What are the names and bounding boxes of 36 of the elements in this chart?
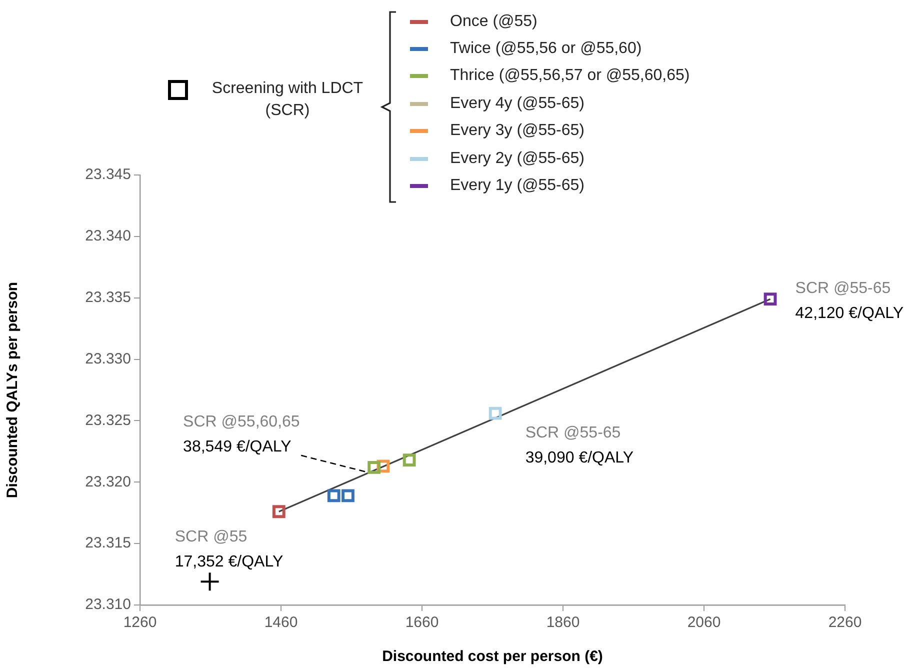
- point: [488, 406, 502, 420]
- point: [402, 454, 416, 466]
- x-tick-label: 1860: [546, 614, 580, 632]
- legend-title: Screening with LDCT (SCR): [210, 79, 364, 121]
- y-tick-label: 23.335: [85, 289, 131, 306]
- point: [327, 489, 340, 502]
- y-tick-label: 23.315: [85, 534, 131, 552]
- x-tick-label: 1460: [264, 614, 298, 632]
- legend-label: Every 4y (@55-65): [450, 94, 585, 113]
- x-axis-title: Discounted cost per person (€): [382, 648, 603, 666]
- y-tick-label: 23.320: [85, 473, 131, 490]
- x-tick-label: 2060: [687, 614, 721, 632]
- y-tick-label: 23.325: [85, 412, 131, 429]
- point: [368, 460, 381, 474]
- legend-label: Every 3y (@55-65): [450, 122, 585, 140]
- annotation: SCR @55-65 39,090 €/QALY: [525, 424, 634, 466]
- x-tick-label: 1260: [123, 614, 157, 632]
- y-axis-title: Discounted QALYs per person: [4, 282, 22, 498]
- legend-label: Every 1y (@55-65): [450, 177, 585, 196]
- y-tick-label: 23.310: [85, 596, 131, 614]
- legend-label: Every 2y (@55-65): [450, 150, 585, 168]
- y-tick-label: 23.330: [85, 350, 131, 368]
- x-tick-label: 2260: [828, 614, 862, 632]
- point: [764, 292, 777, 306]
- legend-label: Once (@55): [450, 12, 538, 31]
- annotation: SCR @55-65 42,120 €/QALY: [795, 280, 904, 322]
- y-tick-label: 23.345: [85, 166, 131, 184]
- legend-label: Twice (@55,56 or @55,60): [450, 40, 642, 58]
- point: [272, 505, 286, 518]
- annotation: SCR @55,60,65 38,549 €/QALY: [183, 413, 300, 456]
- point: [200, 572, 220, 592]
- x-tick-label: 1660: [405, 614, 439, 632]
- annotation: SCR @55 17,352 €/QALY: [174, 528, 284, 571]
- point: [342, 489, 354, 502]
- y-tick-label: 23.340: [85, 228, 131, 245]
- legend-label: Thrice (@55,56,57 or @55,60,65): [450, 67, 690, 86]
